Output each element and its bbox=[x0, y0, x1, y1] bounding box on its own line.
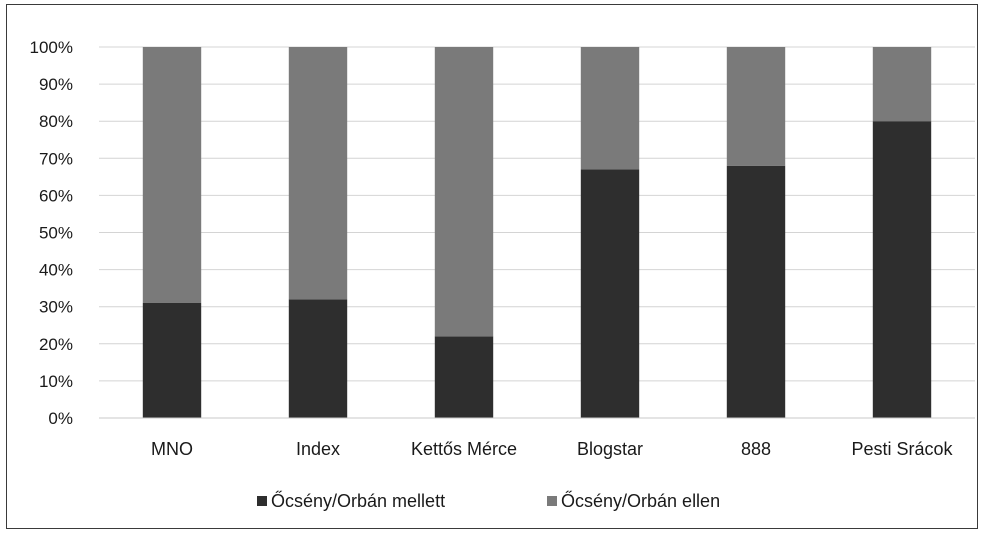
x-category-label: Kettős Mérce bbox=[411, 439, 517, 459]
y-tick-label: 100% bbox=[30, 38, 73, 57]
bar-segment-ellen bbox=[580, 47, 640, 170]
bar-segment-ellen bbox=[434, 47, 494, 337]
y-tick-label: 20% bbox=[39, 335, 73, 354]
x-axis-categories: MNO Index Kettős Mérce Blogstar 888 Pesti Srá… bbox=[151, 439, 954, 459]
bar-segment-mellett bbox=[726, 165, 786, 418]
x-category-label: 888 bbox=[741, 439, 771, 459]
gridlines bbox=[99, 46, 975, 382]
stacked-bar-chart: 0% 10% 20% 30% 40% 50% 60% 70% 80% 90% 100% MNO Ind… bbox=[30, 38, 975, 511]
y-tick-label: 40% bbox=[39, 261, 73, 280]
y-tick-label: 10% bbox=[39, 372, 73, 391]
legend-label: Őcsény/Orbán ellen bbox=[561, 490, 720, 511]
legend-swatch bbox=[257, 496, 267, 506]
bar-segment-ellen bbox=[872, 47, 932, 122]
y-tick-label: 70% bbox=[39, 149, 73, 168]
y-tick-label: 80% bbox=[39, 112, 73, 131]
y-tick-label: 0% bbox=[48, 409, 73, 428]
x-category-label: Index bbox=[296, 439, 340, 459]
chart-frame: 0% 10% 20% 30% 40% 50% 60% 70% 80% 90% 100% MNO Ind… bbox=[6, 4, 978, 529]
y-axis-ticks: 0% 10% 20% 30% 40% 50% 60% 70% 80% 90% 100% bbox=[30, 38, 73, 428]
y-tick-label: 50% bbox=[39, 224, 73, 243]
x-category-label: MNO bbox=[151, 439, 193, 459]
legend-swatch bbox=[547, 496, 557, 506]
x-category-label: Pesti Srácok bbox=[851, 439, 953, 459]
bar-segment-ellen bbox=[288, 47, 348, 300]
legend-label: Őcsény/Orbán mellett bbox=[271, 490, 445, 511]
legend: Őcsény/Orbán mellett Őcsény/Orbán ellen bbox=[257, 490, 720, 511]
y-tick-label: 60% bbox=[39, 186, 73, 205]
bar-segment-mellett bbox=[872, 121, 932, 418]
bar-segment-ellen bbox=[726, 47, 786, 166]
y-tick-label: 30% bbox=[39, 298, 73, 317]
bar-segment-mellett bbox=[142, 302, 202, 418]
bar-segment-ellen bbox=[142, 47, 202, 303]
bar-segment-mellett bbox=[580, 169, 640, 418]
bars bbox=[142, 47, 932, 418]
bar-segment-mellett bbox=[288, 299, 348, 418]
x-category-label: Blogstar bbox=[577, 439, 643, 459]
bar-segment-mellett bbox=[434, 336, 494, 418]
y-tick-label: 90% bbox=[39, 75, 73, 94]
